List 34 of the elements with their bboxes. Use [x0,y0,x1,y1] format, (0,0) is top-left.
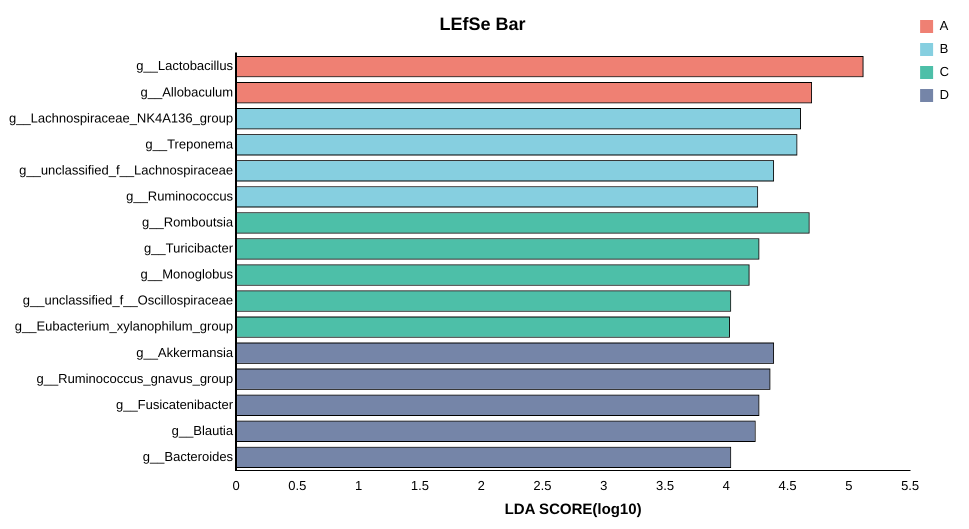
x-tick-label: 5 [845,478,852,493]
x-tick-label: 0 [232,478,240,493]
y-tick-label: g__Bacteroides [142,448,234,464]
x-tick-label: 2 [478,478,485,493]
y-tick-label: g__Treponema [145,136,234,152]
legend-label: B [940,41,948,56]
y-tick-label: g__Ruminococcus_gnavus_group [36,370,234,386]
y-tick-label: g__Monoglobus [140,266,234,282]
x-tick-label: 3 [600,478,608,493]
y-tick-label: g__Akkermansia [136,344,234,360]
x-tick-label: 5.5 [901,478,920,493]
x-tick-label: 2.5 [533,478,552,493]
legend-label: C [940,64,949,80]
y-tick-label: g__Lachnospiraceae_NK4A136_group [8,110,234,126]
y-tick-label: g__Ruminococcus [126,188,234,204]
legend-label: A [940,18,949,34]
y-tick-label: g__Fusicatenibacter [116,396,234,412]
chart-title: LEfSe Bar [439,14,526,34]
x-tick-label: 0.5 [288,478,306,493]
y-tick-label: g__Eubacterium_xylanophilum_group [14,318,234,334]
y-tick-label: g__unclassified_f__Lachnospiraceae [19,162,234,178]
legend-label: D [940,87,949,102]
x-axis-title: LDA SCORE(log10) [504,501,642,518]
y-tick-label: g__Romboutsia [142,214,234,230]
y-tick-label: g__Blautia [172,422,234,438]
x-tick-label: 1.5 [410,478,429,493]
x-tick-label: 4 [722,478,730,493]
y-tick-label: g__Allobaculum [140,84,234,100]
x-tick-label: 4.5 [778,478,797,493]
y-tick-label: g__Lactobacillus [136,58,234,74]
x-tick-label: 3.5 [656,478,674,493]
y-tick-label: g__unclassified_f__Oscillospiraceae [22,292,234,308]
y-tick-label: g__Turicibacter [144,240,234,256]
x-tick-label: 1 [355,478,362,493]
